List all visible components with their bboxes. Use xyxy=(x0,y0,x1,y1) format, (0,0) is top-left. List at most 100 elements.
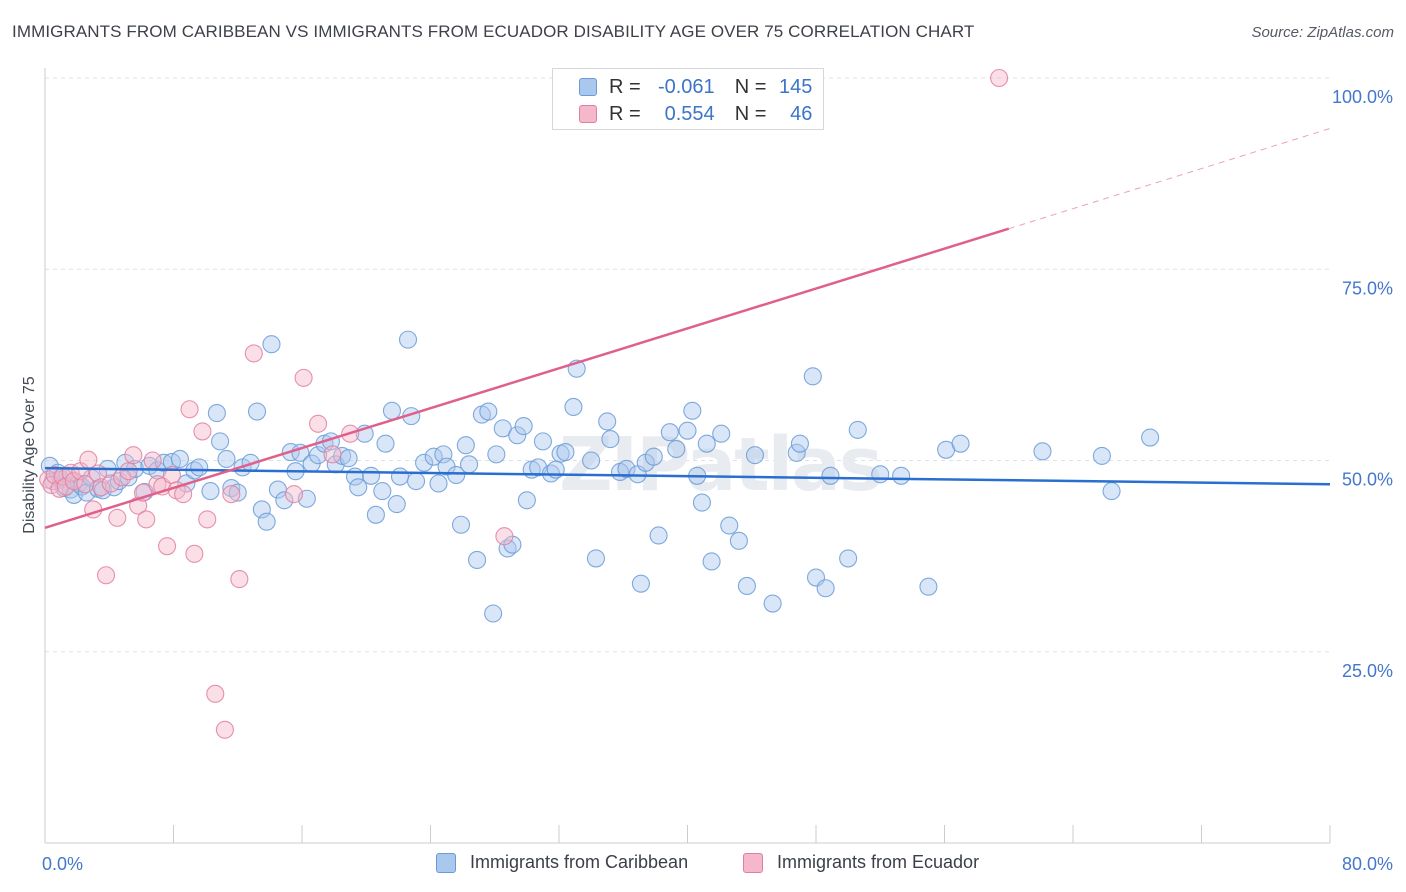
caribbean-point xyxy=(790,434,809,453)
tick-labels: 25.0% 50.0% 75.0% 100.0% 0.0% 80.0% xyxy=(42,87,1393,874)
ecuador-point xyxy=(230,570,249,589)
y-tick-label: 100.0% xyxy=(1332,87,1393,107)
watermark: ZIPatlas xyxy=(559,422,881,508)
caribbean-point xyxy=(586,549,605,568)
caribbean-point xyxy=(631,574,650,593)
caribbean-point xyxy=(487,445,506,464)
caribbean-point xyxy=(649,526,668,545)
caribbean-point xyxy=(406,472,426,491)
caribbean-point xyxy=(1033,442,1052,461)
caribbean-point xyxy=(398,330,418,349)
caribbean-point xyxy=(429,474,448,493)
caribbean-point xyxy=(387,495,406,514)
ecuador-point xyxy=(215,720,234,739)
caribbean-point xyxy=(217,449,236,469)
ecuador-point xyxy=(124,446,143,465)
legend-label-caribbean: Immigrants from Caribbean xyxy=(470,852,689,872)
legend-swatch-blue xyxy=(579,78,597,96)
caribbean-point xyxy=(247,402,267,421)
caribbean-point xyxy=(720,516,739,535)
legend-n-value: 46 xyxy=(790,102,813,125)
caribbean-point xyxy=(459,455,479,474)
caribbean-point xyxy=(763,594,782,613)
caribbean-point xyxy=(660,423,679,442)
ecuador-point xyxy=(284,485,304,504)
ecuador-point xyxy=(323,445,342,464)
legend-r-label: R = xyxy=(609,102,641,125)
x-tick-label-max: 80.0% xyxy=(1342,854,1393,874)
ecuador-point xyxy=(64,472,83,491)
caribbean-point xyxy=(508,426,527,445)
ecuador-point xyxy=(495,527,514,546)
caribbean-point xyxy=(339,449,358,468)
caribbean-point xyxy=(692,493,712,512)
legend-n-label: N = xyxy=(734,75,767,98)
ecuador-point xyxy=(309,414,328,433)
caribbean-point xyxy=(447,465,466,485)
caribbean-point xyxy=(262,335,281,354)
caribbean-point xyxy=(362,466,381,485)
ecuador-point xyxy=(143,451,162,470)
caribbean-point xyxy=(222,478,241,498)
ecuador-point xyxy=(193,422,212,441)
chart-title: IMMIGRANTS FROM CARIBBEAN VS IMMIGRANTS … xyxy=(12,22,975,41)
caribbean-point xyxy=(366,505,385,524)
ecuador-point xyxy=(206,684,225,703)
caribbean-point xyxy=(816,579,835,598)
source-attribution: Source: ZipAtlas.com xyxy=(1251,24,1394,41)
caribbean-point xyxy=(1092,446,1111,465)
caribbean-point xyxy=(678,421,697,440)
caribbean-point xyxy=(382,401,402,420)
caribbean-point xyxy=(468,550,487,570)
ecuador-trend-line xyxy=(44,227,1010,530)
y-tick-label: 25.0% xyxy=(1342,661,1393,681)
legend-n-value: 145 xyxy=(779,75,813,98)
ecuador-point xyxy=(990,68,1009,88)
caribbean-point xyxy=(839,549,858,568)
caribbean-point xyxy=(533,432,552,451)
legend-item-ecuador: Immigrants from Ecuador xyxy=(743,852,979,873)
caribbean-point xyxy=(892,466,911,485)
caribbean-point xyxy=(257,512,276,531)
caribbean-point xyxy=(737,576,756,596)
caribbean-point xyxy=(871,465,890,484)
ecuador-point xyxy=(101,474,120,493)
caribbean-point xyxy=(617,459,636,478)
caribbean-point xyxy=(919,577,938,596)
caribbean-point xyxy=(601,430,620,449)
caribbean-point xyxy=(517,491,536,510)
caribbean-point xyxy=(415,453,434,472)
caribbean-point xyxy=(644,447,663,466)
ecuador-point xyxy=(174,485,193,504)
caribbean-point xyxy=(456,436,475,455)
legend-r-value: -0.061 xyxy=(657,75,715,98)
caribbean-point xyxy=(211,432,230,451)
caribbean-point xyxy=(848,420,867,439)
caribbean-point xyxy=(479,402,498,421)
series-caribbean-points xyxy=(40,330,1160,623)
ecuador-point xyxy=(119,462,138,481)
ecuador-point xyxy=(294,368,313,387)
ecuador-point xyxy=(222,485,241,504)
caribbean-point xyxy=(951,434,970,453)
caribbean-point xyxy=(309,446,328,465)
ecuador-point xyxy=(244,344,263,363)
legend-n-label: N = xyxy=(734,102,767,125)
grid-lines xyxy=(45,77,1330,653)
caribbean-point xyxy=(201,482,220,501)
caribbean-trend-line xyxy=(44,466,1331,486)
correlation-legend: R = -0.061 N = 145 R = 0.554 N = 46 xyxy=(552,68,824,130)
caribbean-point xyxy=(349,478,368,497)
ecuador-point xyxy=(108,508,127,527)
legend-row-ecuador: R = 0.554 N = 46 xyxy=(579,102,812,126)
ecuador-point xyxy=(180,400,199,419)
x-tick-label-min: 0.0% xyxy=(42,854,83,874)
caribbean-point xyxy=(667,439,686,459)
caribbean-point xyxy=(803,367,822,386)
legend-r-label: R = xyxy=(609,75,641,98)
caribbean-point xyxy=(697,434,716,453)
y-tick-label: 50.0% xyxy=(1342,470,1393,490)
caribbean-point xyxy=(745,446,765,465)
caribbean-point xyxy=(484,604,503,623)
caribbean-point xyxy=(275,491,294,510)
